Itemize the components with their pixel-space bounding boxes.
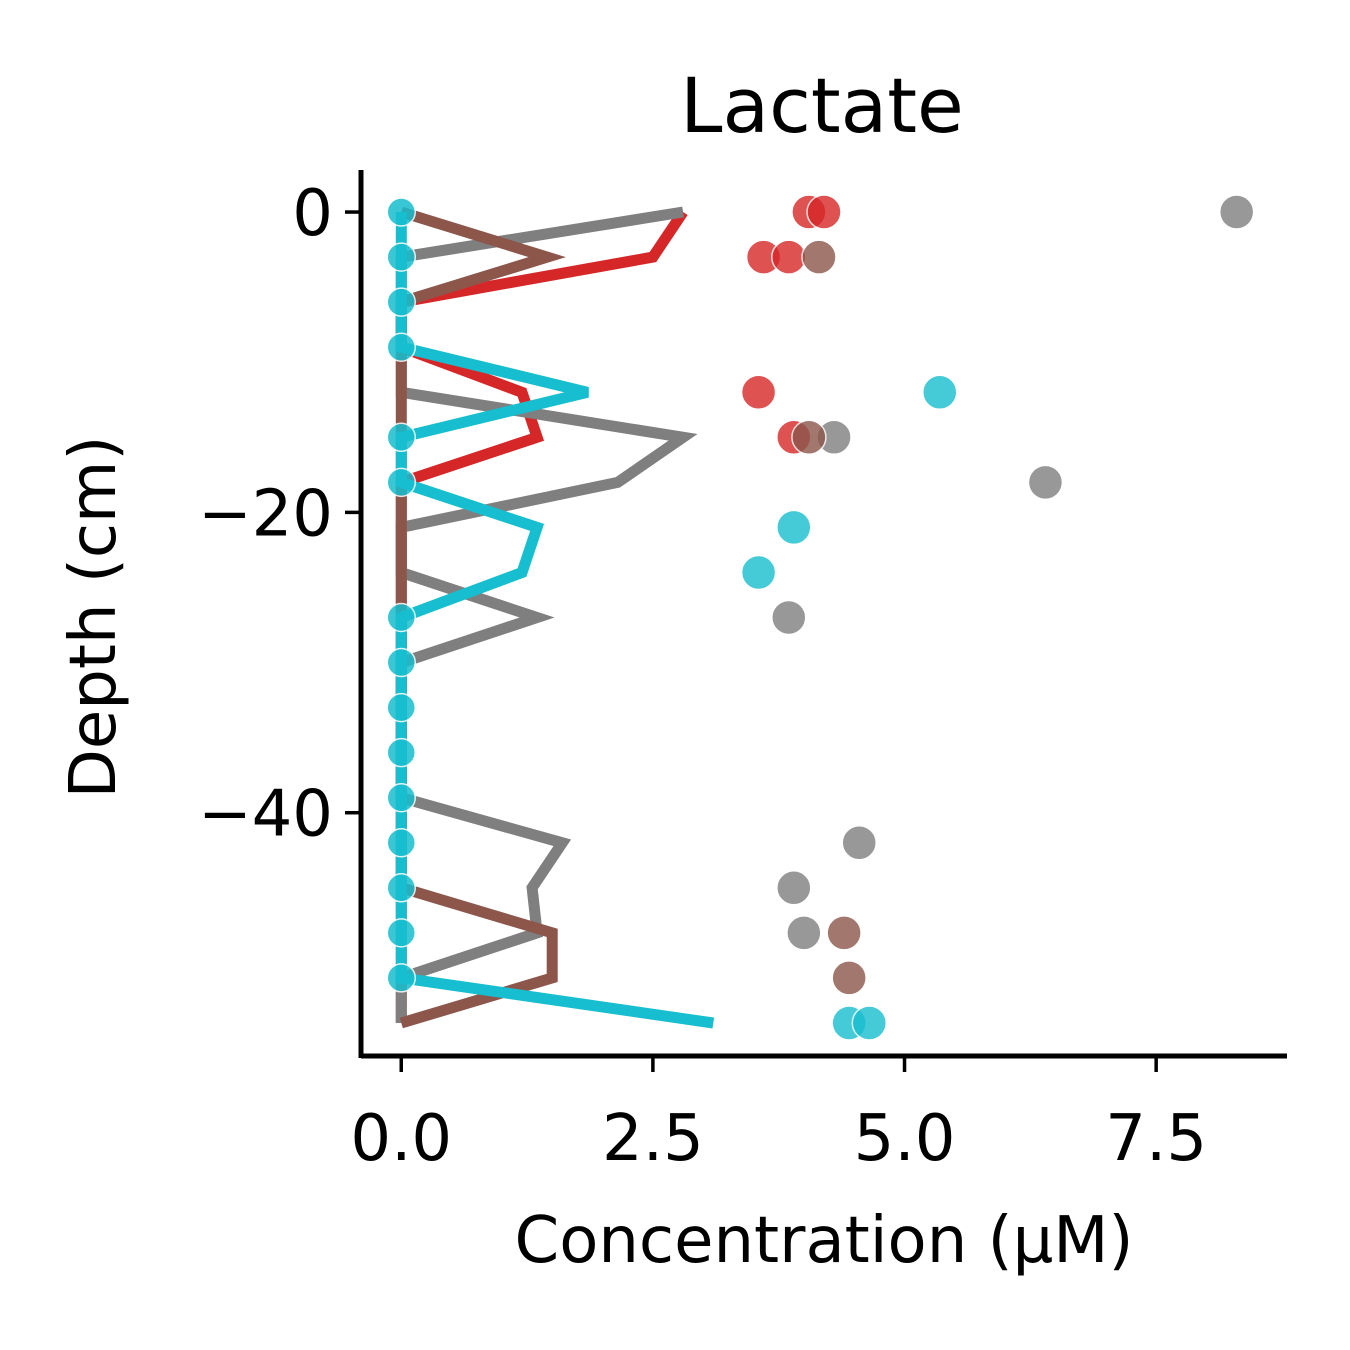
- baseline-marker: [386, 197, 417, 227]
- x-axis: 0.0 2.5 5.0 7.5: [350, 1053, 1287, 1176]
- baseline-marker: [386, 602, 417, 633]
- x-tick-label: 2.5: [602, 1102, 704, 1176]
- observation-point-series-3: [831, 960, 867, 996]
- baseline-marker: [386, 422, 417, 453]
- observation-point-series-1: [771, 239, 807, 275]
- baseline-marker: [386, 828, 417, 858]
- observation-point-series-4: [776, 509, 812, 546]
- observation-point-series-3: [826, 915, 862, 951]
- y-tick-label: −40: [198, 778, 333, 852]
- observation-point-series-3: [801, 239, 837, 275]
- observation-point-series-2: [776, 870, 812, 906]
- baseline-marker: [386, 692, 417, 723]
- observation-point-series-2: [1218, 194, 1255, 230]
- baseline-marker: [386, 467, 417, 498]
- observation-point-series-2: [841, 825, 877, 861]
- baseline-marker: [386, 737, 417, 768]
- baseline-marker: [386, 918, 417, 948]
- plot-area: [386, 194, 1255, 1041]
- baseline-marker: [386, 287, 417, 317]
- y-axis: 0 −20 −40: [198, 170, 364, 1058]
- observation-point-series-4: [740, 554, 777, 591]
- chart-title: Lactate: [680, 61, 964, 150]
- y-tick-label: 0: [292, 177, 333, 251]
- observation-point-series-2: [786, 915, 822, 951]
- x-tick-label: 7.5: [1105, 1102, 1207, 1176]
- observation-point-series-4: [922, 374, 958, 411]
- x-axis-label: Concentration (μM): [515, 1204, 1134, 1278]
- observation-point-series-1: [740, 374, 777, 411]
- x-tick-label: 0.0: [350, 1102, 452, 1176]
- observation-point-series-3: [791, 419, 827, 456]
- baseline-marker: [386, 647, 417, 678]
- baseline-marker: [386, 242, 417, 272]
- y-axis-label: Depth (cm): [57, 436, 131, 799]
- baseline-marker: [386, 782, 417, 813]
- x-tick-label: 5.0: [854, 1102, 956, 1176]
- observation-point-series-4: [851, 1005, 888, 1041]
- y-tick-label: −20: [198, 477, 333, 551]
- observation-point-series-2: [771, 599, 807, 636]
- observation-point-series-1: [806, 194, 842, 230]
- baseline-marker: [386, 332, 417, 362]
- baseline-marker: [386, 963, 417, 993]
- observation-point-series-2: [1027, 464, 1064, 501]
- baseline-marker: [386, 873, 417, 903]
